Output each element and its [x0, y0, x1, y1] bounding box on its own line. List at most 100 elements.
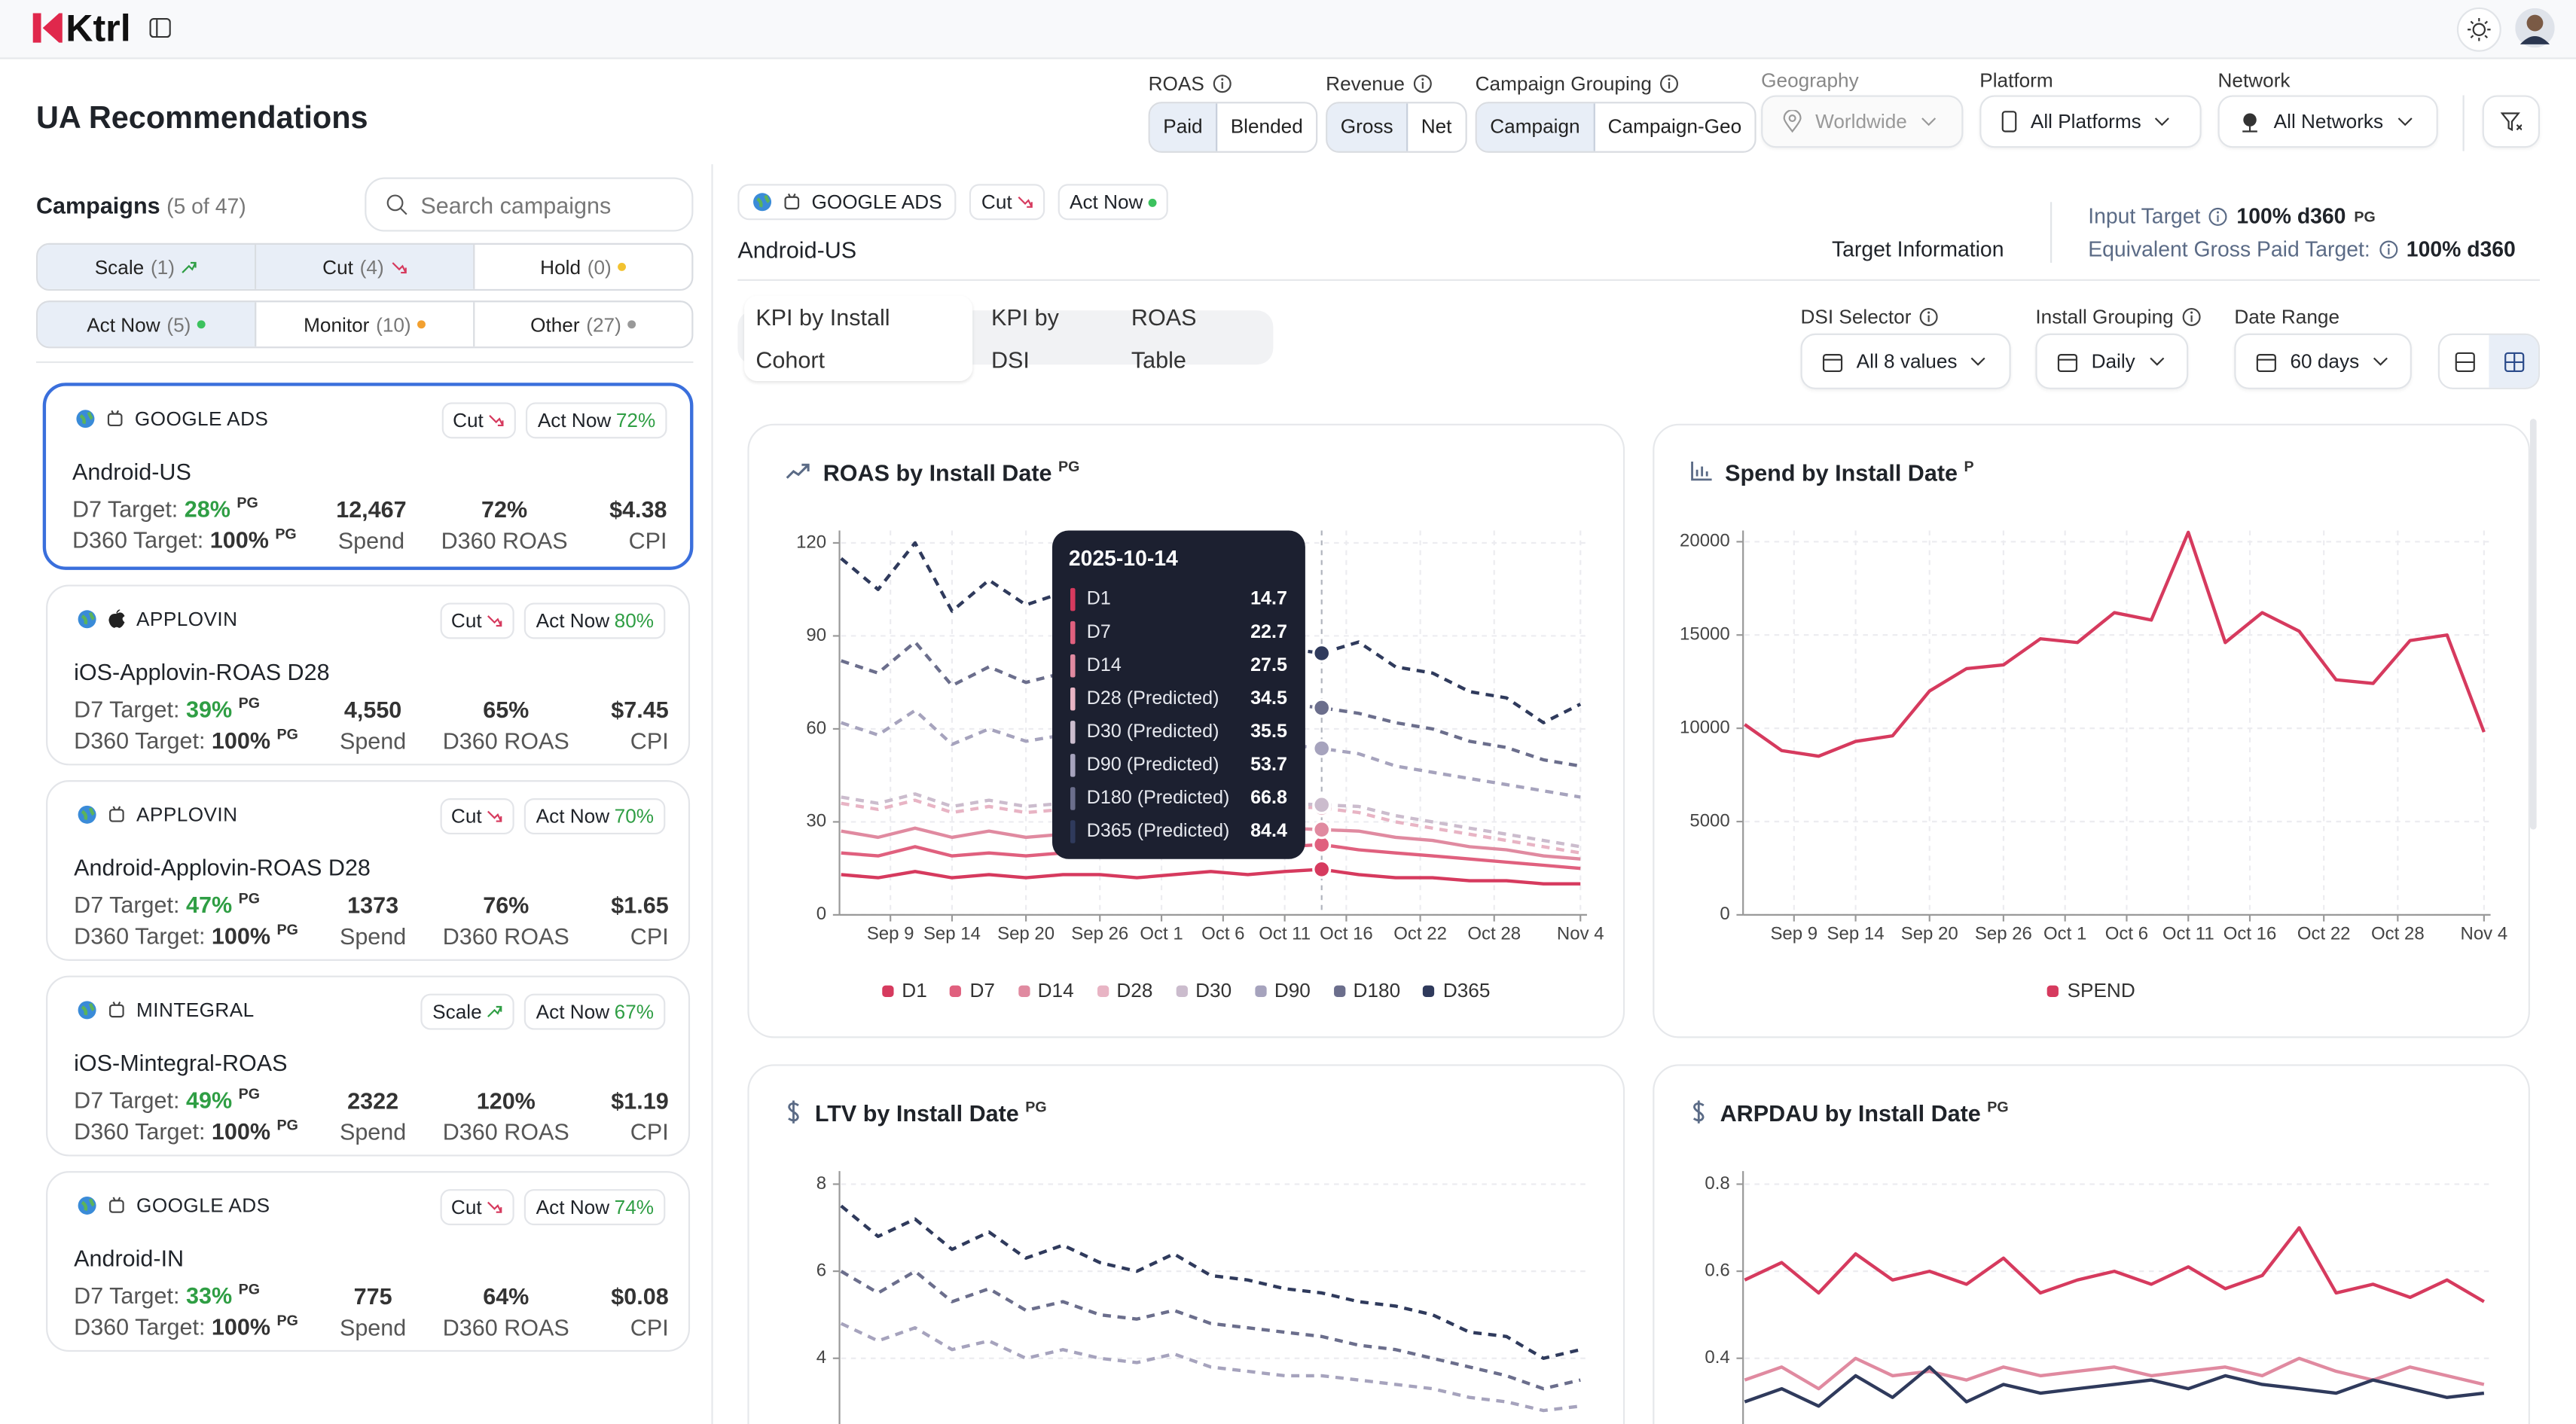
platform-select[interactable]: All Platforms — [1979, 95, 2202, 148]
title: ROAS by Install Date — [823, 459, 1052, 486]
rect — [107, 413, 123, 427]
search-box[interactable]: Search campaigns — [365, 177, 694, 232]
legend-item[interactable]: D1 — [882, 979, 927, 1002]
campaign-card[interactable]: APPLOVIN Cut Act Now 70% Android-Applovi… — [46, 780, 691, 961]
urgency-pct: 67% — [614, 1000, 655, 1023]
swatch — [950, 984, 962, 996]
x-tick-label: Oct 1 — [1140, 923, 1183, 944]
path — [487, 1201, 502, 1213]
x-tick-label: Oct 1 — [2043, 923, 2086, 944]
grid-view[interactable] — [2489, 334, 2538, 388]
svg — [109, 1001, 124, 1018]
label: Spend — [339, 1118, 407, 1145]
network-select[interactable]: All Networks — [2217, 95, 2438, 148]
scrollbar[interactable] — [2529, 419, 2537, 830]
line — [112, 1001, 116, 1006]
clear-filters[interactable] — [2482, 95, 2541, 148]
value: 4,550 — [343, 696, 402, 723]
network-chip: GOOGLE ADS — [737, 184, 957, 221]
tab[interactable]: KPI by Install Cohort — [744, 294, 973, 380]
option[interactable]: Campaign — [1476, 103, 1595, 151]
value: 1373 — [347, 892, 399, 919]
hover-dot — [1312, 859, 1332, 879]
tooltip-swatch — [1070, 721, 1076, 744]
filter-label: Campaign Grouping — [1476, 72, 1680, 96]
y-tick-label: 8 — [816, 1173, 826, 1194]
single-view[interactable] — [2440, 335, 2489, 388]
filter-button[interactable]: Scale (1) — [38, 244, 257, 289]
campaign-card[interactable]: GOOGLE ADS Cut Act Now 72% Android-US D7… — [42, 383, 694, 570]
y-tick-label: 30 — [806, 811, 826, 831]
tooltip-value: 84.4 — [1250, 820, 1287, 841]
option[interactable]: Blended — [1230, 114, 1303, 139]
line — [111, 410, 114, 415]
tooltip-swatch — [1070, 587, 1076, 611]
cpi-metric: $7.45 CPI — [590, 695, 669, 758]
filter-button[interactable]: Hold (0) — [475, 245, 691, 289]
label: Campaign Grouping — [1475, 72, 1652, 96]
legend-label: D180 — [1353, 978, 1401, 1002]
path — [182, 261, 197, 273]
legend-item[interactable]: D14 — [1018, 979, 1074, 1002]
value: 47% — [185, 891, 233, 918]
value: Daily — [2091, 349, 2135, 374]
option[interactable]: Paid — [1149, 103, 1218, 151]
legend-item[interactable]: D180 — [1333, 979, 1400, 1002]
roas-metric: 76% D360 ROAS — [432, 890, 580, 953]
geography-select[interactable]: Worldwide — [1761, 95, 1964, 148]
option[interactable]: Campaign-Geo — [1607, 114, 1742, 139]
path — [79, 411, 93, 425]
span: ARPDAU by Install Date PG — [1720, 1099, 2009, 1126]
dot — [627, 320, 636, 329]
legend-item[interactable]: D7 — [950, 979, 995, 1002]
option[interactable]: Net — [1421, 114, 1452, 139]
value: 100% d360 — [2236, 203, 2346, 229]
campaign-name: iOS-Applovin-ROAS D28 — [74, 658, 330, 685]
x-tick-label: Sep 26 — [1071, 923, 1128, 944]
legend-item[interactable]: D30 — [1175, 979, 1232, 1002]
y-tick-label: 20000 — [1680, 531, 1730, 551]
count: (5 of 47) — [166, 194, 246, 219]
filter-button[interactable]: Other (27) — [475, 302, 691, 346]
target-info: Target Information — [1831, 236, 2004, 261]
grouping-select[interactable]: Daily — [2035, 333, 2189, 389]
date-select[interactable]: 60 days — [2234, 333, 2412, 389]
campaign-card[interactable]: GOOGLE ADS Cut Act Now 74% Android-IN D7… — [46, 1171, 691, 1352]
filter-button[interactable]: Cut (4) — [256, 244, 475, 289]
campaign-card[interactable]: MINTEGRAL Scale Act Now 67% iOS-Mintegra… — [46, 975, 691, 1157]
theme-toggle[interactable] — [2456, 7, 2502, 53]
legend-item[interactable]: SPEND — [2047, 979, 2135, 1002]
option[interactable]: Gross — [1327, 103, 1409, 151]
value: 39% — [185, 696, 233, 722]
tooltip-swatch — [1070, 654, 1076, 678]
legend-item[interactable]: D90 — [1254, 979, 1311, 1002]
label: Hold — [540, 255, 581, 279]
label: D360 Target: — [74, 1118, 206, 1145]
label: CPI — [630, 727, 669, 755]
legend-item[interactable]: D365 — [1423, 979, 1490, 1002]
circle — [2190, 311, 2193, 314]
sidebar-toggle[interactable] — [149, 17, 171, 38]
dot — [417, 320, 426, 329]
line — [112, 1197, 116, 1201]
value: 49% — [185, 1087, 233, 1114]
circle — [1221, 78, 1224, 81]
dsi-select[interactable]: All 8 values — [1800, 333, 2011, 389]
avatar[interactable] — [2515, 8, 2555, 48]
tab[interactable]: KPI by DSI — [990, 303, 1059, 373]
filter-button[interactable]: Monitor (10) — [256, 302, 475, 347]
card-header: APPLOVIN — [78, 803, 238, 826]
campaign-card[interactable]: APPLOVIN Cut Act Now 80% iOS-Applovin-RO… — [46, 584, 691, 766]
rect — [2057, 352, 2078, 371]
legend-item[interactable]: D28 — [1097, 979, 1152, 1002]
tooltip-value: 14.7 — [1250, 588, 1287, 609]
circle — [1788, 114, 1796, 123]
card-header: MINTEGRAL — [78, 999, 255, 1022]
rect — [109, 809, 124, 822]
network: GOOGLE ADS — [811, 191, 942, 214]
filter-button[interactable]: Act Now (5) — [38, 302, 257, 347]
separator — [2050, 202, 2053, 263]
tab[interactable]: ROAS Table — [1131, 303, 1197, 373]
action-badge: Cut — [969, 184, 1045, 221]
